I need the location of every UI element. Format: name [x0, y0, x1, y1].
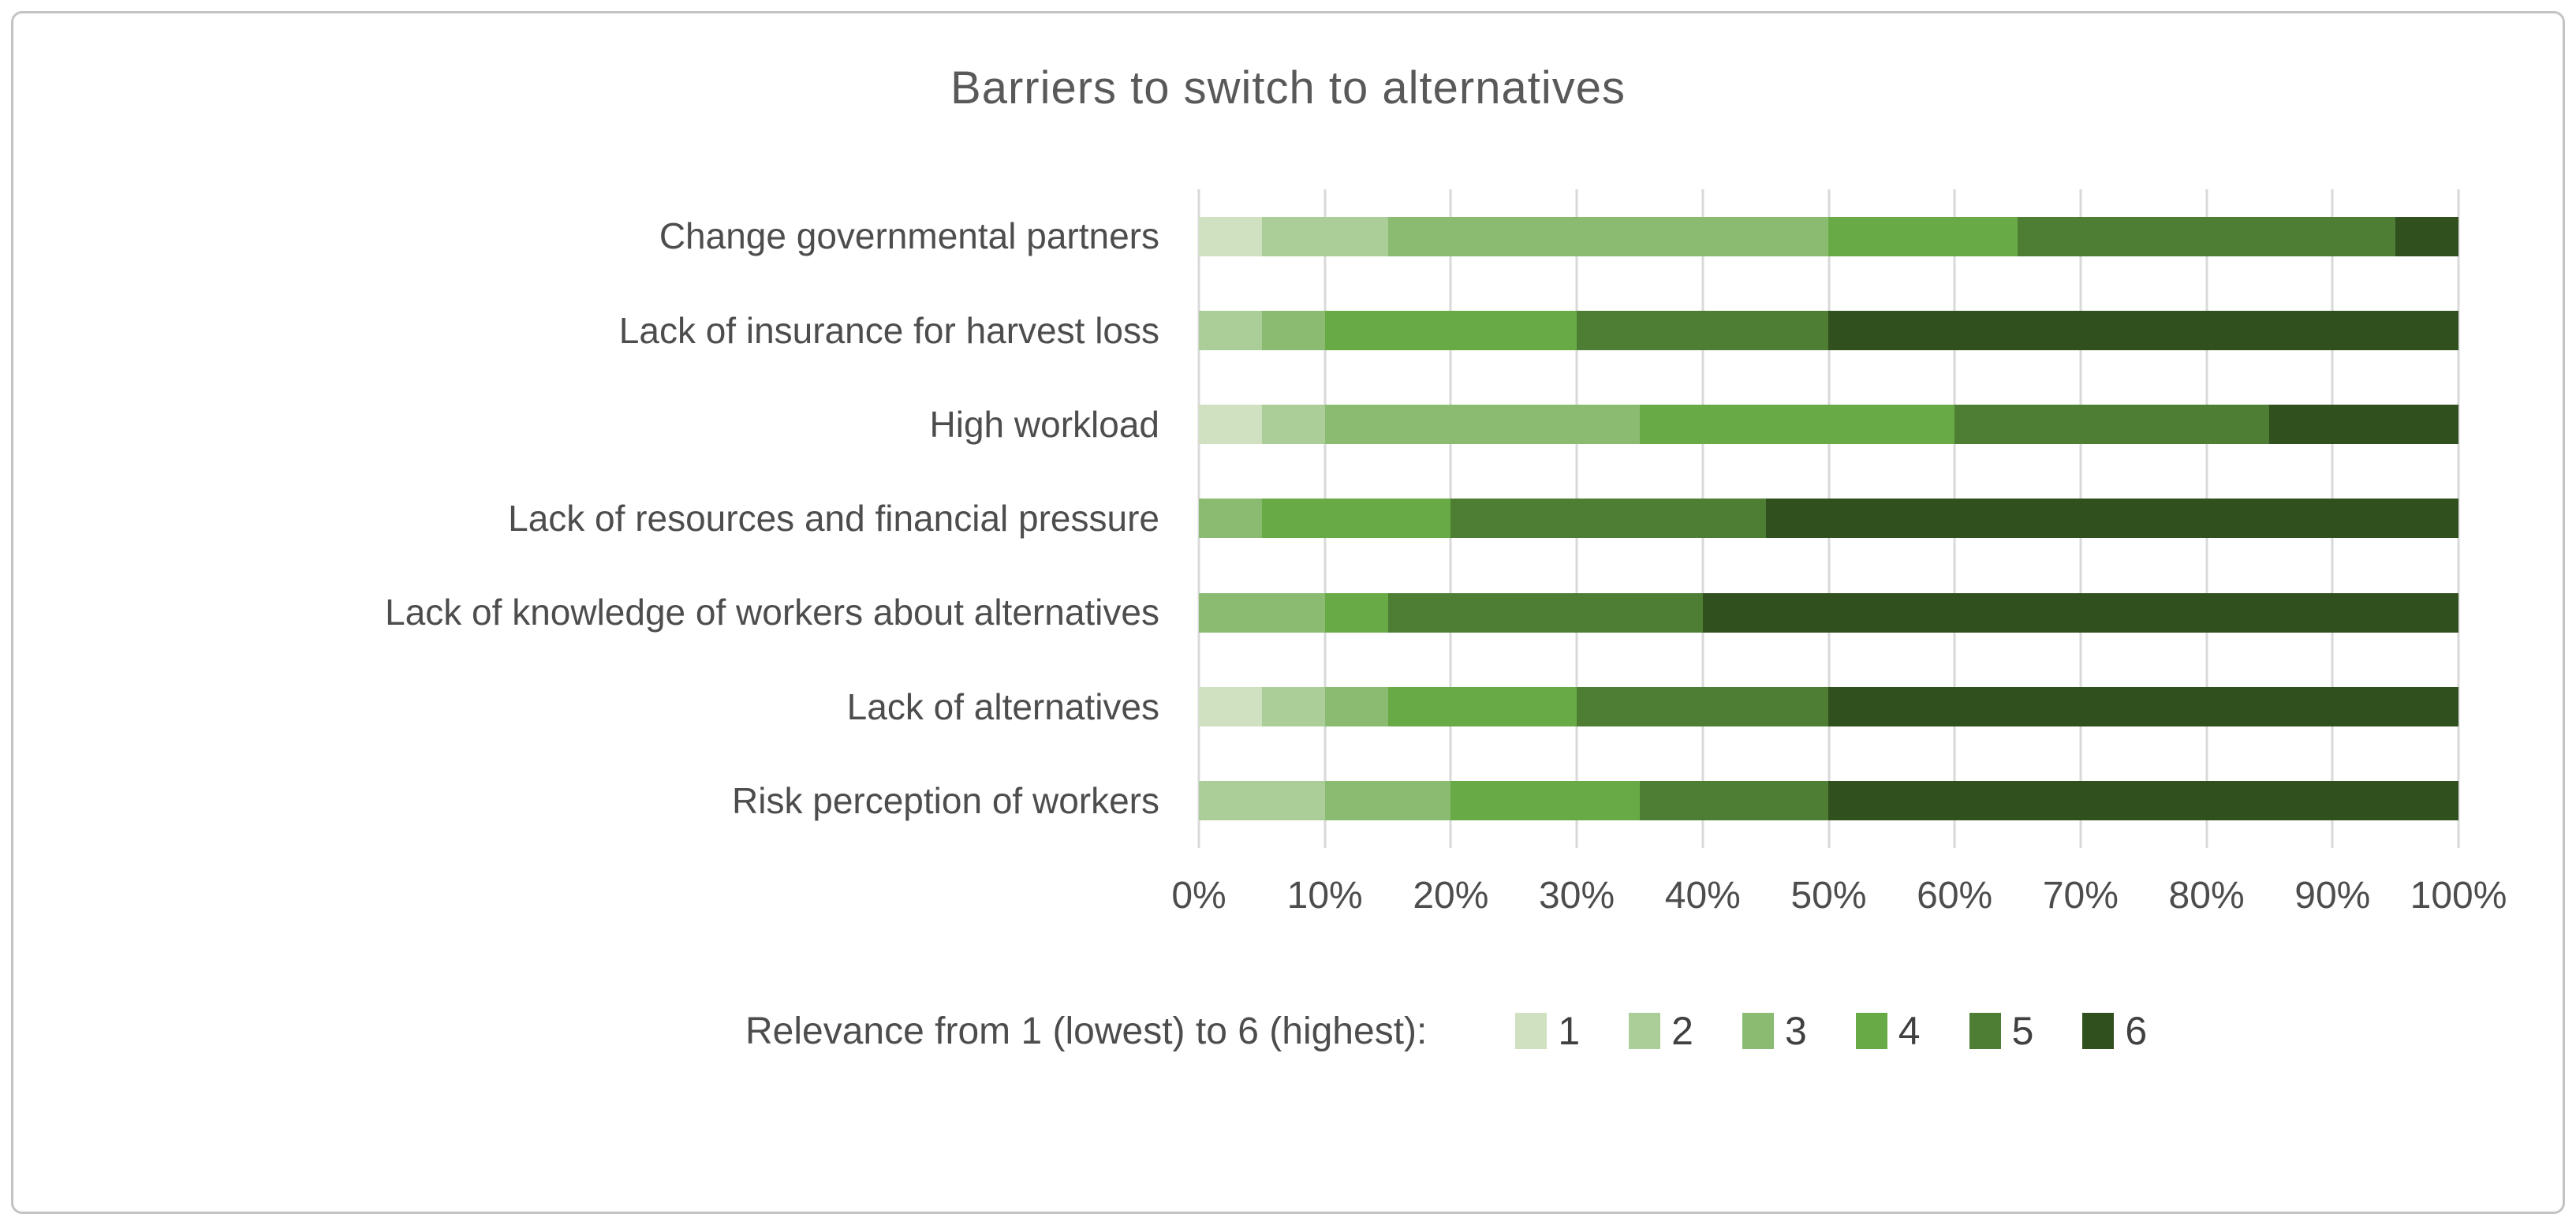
- bar-segment-level-4: [1324, 592, 1388, 633]
- legend-label: Relevance from 1 (lowest) to 6 (highest)…: [745, 1010, 1428, 1052]
- bar-row: Risk perception of workers: [0, 754, 2458, 848]
- bar-row: Change governmental partners: [0, 189, 2458, 283]
- legend-items: 1 2 3 4 5 6: [1515, 1008, 2147, 1054]
- bar-row: Lack of knowledge of workers about alter…: [0, 566, 2458, 659]
- bar-segment-level-6: [1828, 781, 2458, 821]
- x-tick-label: 30%: [1539, 875, 1615, 917]
- bar-segment-level-6: [2395, 216, 2458, 256]
- bar-row: High workload: [0, 378, 2458, 472]
- bar-segment-level-6: [1828, 687, 2458, 727]
- bar-row: Lack of insurance for harvest loss: [0, 283, 2458, 377]
- x-axis: 0% 10% 20% 30% 40% 50% 60% 70% 80% 90% 100%: [1171, 874, 2507, 921]
- x-tick-label: 0%: [1171, 875, 1226, 917]
- legend-swatch-icon: [1855, 1013, 1887, 1049]
- legend-item: 3: [1742, 1008, 1807, 1054]
- bar-segment-level-6: [1828, 310, 2458, 350]
- chart-title: Barriers to switch to alternatives: [950, 62, 1626, 114]
- bar-segment-level-3: [1199, 592, 1325, 633]
- legend-item-label: 6: [2125, 1009, 2148, 1053]
- legend-item-label: 5: [2011, 1009, 2034, 1053]
- bar-row: Lack of alternatives: [0, 659, 2458, 753]
- x-tick-label: 100%: [2410, 875, 2507, 917]
- bar-segment-level-3: [1199, 499, 1262, 539]
- bar-segment-level-3: [1324, 687, 1388, 727]
- bar-segment-level-5: [1639, 781, 1829, 821]
- bar-segment-level-4: [1324, 310, 1577, 350]
- legend-swatch-icon: [1969, 1013, 2001, 1049]
- bar-segment-level-2: [1261, 216, 1388, 256]
- bar-segment-level-5: [1954, 405, 2270, 445]
- category-label: Change governmental partners: [659, 215, 1159, 257]
- x-tick-label: 10%: [1286, 875, 1363, 917]
- bar-segment-level-4: [1387, 687, 1577, 727]
- bar-segment-level-3: [1261, 310, 1325, 350]
- bar-segment-level-3: [1324, 405, 1640, 445]
- legend-item: 2: [1629, 1008, 1693, 1054]
- bar-segment-level-4: [1450, 781, 1640, 821]
- x-tick-label: 60%: [1917, 875, 1993, 917]
- bar-segment-level-6: [1702, 592, 2458, 633]
- bar-track: [1199, 499, 2458, 539]
- bar-segment-level-1: [1199, 216, 1262, 256]
- legend-swatch-icon: [2082, 1013, 2115, 1049]
- legend-item-label: 3: [1784, 1009, 1807, 1053]
- legend-item-label: 4: [1898, 1009, 1921, 1053]
- legend-item: 6: [2082, 1008, 2147, 1054]
- bar-track: [1199, 781, 2458, 821]
- bar-row: Lack of resources and financial pressure: [0, 472, 2458, 566]
- bar-segment-level-6: [1765, 499, 2458, 539]
- bar-segment-level-4: [1261, 499, 1451, 539]
- bar-segment-level-5: [1450, 499, 1766, 539]
- bar-segment-level-5: [1387, 592, 1703, 633]
- bar-segment-level-2: [1199, 781, 1325, 821]
- legend-item: 4: [1855, 1008, 1921, 1054]
- category-label: High workload: [929, 403, 1159, 445]
- category-label: Lack of resources and financial pressure: [508, 498, 1159, 540]
- x-tick-label: 80%: [2168, 875, 2245, 917]
- bar-track: [1199, 592, 2458, 633]
- legend-item-label: 1: [1558, 1009, 1581, 1053]
- bar-segment-level-2: [1261, 687, 1325, 727]
- gridline: [2457, 189, 2460, 848]
- bar-rows: Change governmental partners Lack of insu…: [0, 189, 2458, 848]
- category-label: Lack of alternatives: [846, 685, 1159, 727]
- legend-swatch-icon: [1515, 1013, 1547, 1049]
- legend-item-label: 2: [1671, 1009, 1693, 1053]
- bar-segment-level-3: [1324, 781, 1451, 821]
- bar-segment-level-4: [1828, 216, 2018, 256]
- category-label: Lack of insurance for harvest loss: [618, 309, 1159, 351]
- legend-swatch-icon: [1742, 1013, 1774, 1049]
- x-tick-label: 90%: [2294, 875, 2371, 917]
- bar-track: [1199, 310, 2458, 350]
- x-tick-label: 70%: [2042, 875, 2119, 917]
- legend: Relevance from 1 (lowest) to 6 (highest)…: [745, 1008, 2147, 1054]
- bar-track: [1199, 405, 2458, 445]
- bar-track: [1199, 216, 2458, 256]
- chart-frame-border: [11, 11, 2565, 1214]
- bar-segment-level-5: [1577, 687, 1829, 727]
- legend-item: 1: [1515, 1008, 1580, 1054]
- legend-swatch-icon: [1629, 1013, 1661, 1049]
- x-tick-label: 20%: [1413, 875, 1489, 917]
- category-label: Lack of knowledge of workers about alter…: [385, 592, 1159, 633]
- bar-segment-level-1: [1199, 687, 1262, 727]
- bar-segment-level-2: [1199, 310, 1262, 350]
- bar-segment-level-5: [2018, 216, 2396, 256]
- bar-segment-level-2: [1261, 405, 1325, 445]
- category-label: Risk perception of workers: [732, 780, 1159, 822]
- bar-segment-level-4: [1639, 405, 1955, 445]
- bar-segment-level-6: [2269, 405, 2458, 445]
- bar-segment-level-5: [1577, 310, 1829, 350]
- legend-item: 5: [1969, 1008, 2034, 1054]
- x-tick-label: 50%: [1790, 875, 1867, 917]
- bar-segment-level-1: [1199, 405, 1262, 445]
- bar-segment-level-3: [1387, 216, 1829, 256]
- bar-track: [1199, 687, 2458, 727]
- x-tick-label: 40%: [1664, 875, 1741, 917]
